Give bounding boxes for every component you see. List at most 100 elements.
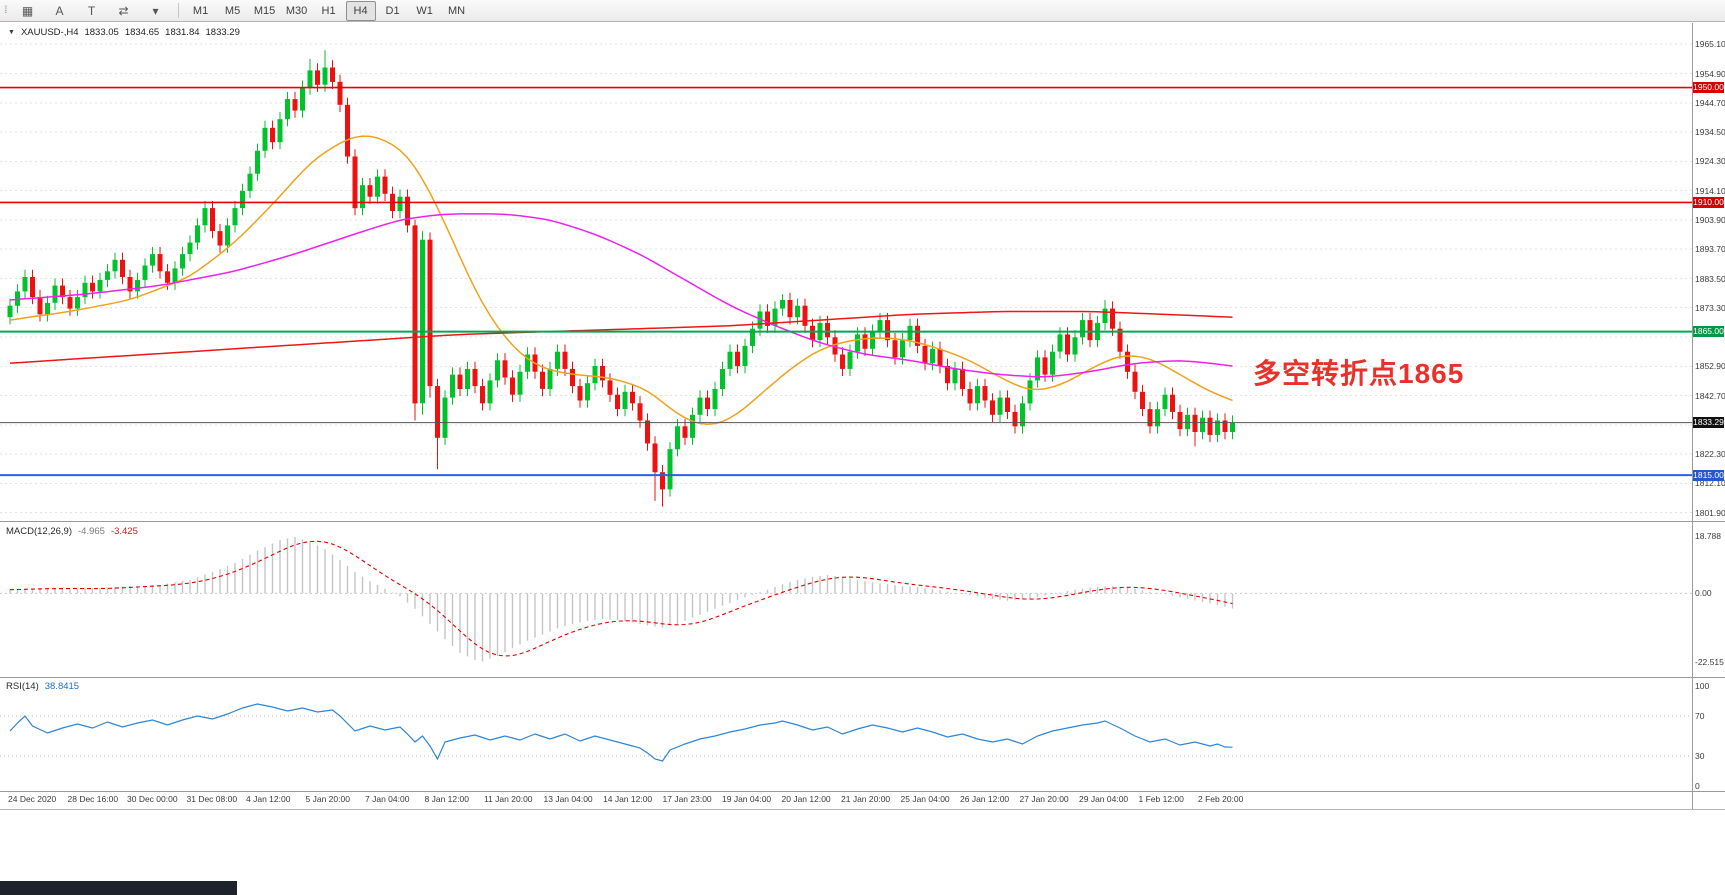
date-axis-label: 2 Feb 20:00 xyxy=(1198,794,1244,804)
timeframe-M15[interactable]: M15 xyxy=(253,4,276,17)
date-axis-label: 7 Jan 04:00 xyxy=(365,794,410,804)
date-axis-label: 31 Dec 08:00 xyxy=(186,794,238,804)
price-axis-label: 1903.90 xyxy=(1695,214,1725,225)
date-axis-label: 8 Jan 12:00 xyxy=(424,794,469,804)
symbol-marker-icon: ▼ xyxy=(8,29,15,36)
date-axis-label: 13 Jan 04:00 xyxy=(543,794,593,804)
macd-histogram xyxy=(9,537,1234,662)
text-annotation-icon[interactable]: A xyxy=(55,3,64,18)
ma-slow-line xyxy=(9,310,1233,364)
rsi-axis-label: 70 xyxy=(1695,711,1705,721)
timeframe-MN[interactable]: MN xyxy=(448,4,466,17)
macd-axis-label: -22.515 xyxy=(1695,657,1724,668)
close-value: 1833.29 xyxy=(205,27,240,38)
macd-axis-label: 18.788 xyxy=(1695,531,1721,542)
price-badge-1910.00: 1910.00 xyxy=(1693,196,1724,208)
rsi-axis-label: 100 xyxy=(1695,681,1710,691)
rsi-panel[interactable] xyxy=(0,678,1692,791)
symbol-name: XAUUSD-,H4 xyxy=(20,27,79,38)
price-axis-label: 1822.30 xyxy=(1695,449,1725,460)
date-axis-label: 28 Dec 16:00 xyxy=(67,794,119,804)
timeframe-W1[interactable]: W1 xyxy=(416,4,433,17)
low-value: 1831.84 xyxy=(165,27,200,38)
macd-label: MACD(12,26,9) -4.965 -3.425 xyxy=(6,526,138,537)
timeframe-toolbar: M1 M5 M15 M30 H1 H4 D1 W1 MN xyxy=(186,0,472,21)
price-axis-label: 1842.70 xyxy=(1695,390,1725,401)
date-axis-label: 20 Jan 12:00 xyxy=(781,794,831,804)
price-axis-label: 1944.70 xyxy=(1695,97,1725,108)
date-axis-label: 1 Feb 12:00 xyxy=(1138,794,1184,804)
date-axis-label: 19 Jan 04:00 xyxy=(722,794,772,804)
text-tool-icon[interactable]: T xyxy=(87,3,96,18)
timeframe-M1[interactable]: M1 xyxy=(192,4,209,17)
ohlc-readout: ▼ XAUUSD-,H4 1833.05 1834.65 1831.84 183… xyxy=(8,27,240,38)
price-axis-label: 1873.30 xyxy=(1695,302,1725,313)
panel-separator[interactable] xyxy=(0,677,1725,678)
price-badge-1815.00: 1815.00 xyxy=(1693,469,1724,481)
panel-separator[interactable] xyxy=(0,521,1725,522)
toolbar: ⁞⁞ ▦ A T ⇄ ▾ M1 M5 M15 M30 H1 H4 D1 W1 MN xyxy=(0,0,1725,22)
auto-scroll-icon[interactable]: ⇄ xyxy=(118,3,129,18)
macd-signal-value: -3.425 xyxy=(110,526,138,537)
toolbar-separator xyxy=(177,3,179,18)
macd-signal-line xyxy=(9,540,1233,657)
dropdown-caret-icon[interactable]: ▾ xyxy=(152,3,159,18)
candles-layer xyxy=(7,50,1235,507)
date-axis-label: 4 Jan 12:00 xyxy=(246,794,291,804)
date-axis-label: 27 Jan 20:00 xyxy=(1019,794,1069,804)
date-axis-label: 25 Jan 04:00 xyxy=(900,794,950,804)
rsi-axis-label: 0 xyxy=(1695,781,1700,791)
date-axis-label: 21 Jan 20:00 xyxy=(841,794,891,804)
date-axis-label: 17 Jan 23:00 xyxy=(662,794,712,804)
rsi-line xyxy=(9,703,1233,762)
toolbar-icons: ▦ A T ⇄ ▾ xyxy=(13,1,171,21)
price-axis-label: 1965.10 xyxy=(1695,39,1725,50)
price-grid-layer xyxy=(0,43,1692,514)
date-axis-label: 5 Jan 20:00 xyxy=(305,794,350,804)
price-axis-label: 1954.90 xyxy=(1695,68,1725,79)
current-price-badge: 1833.29 xyxy=(1693,417,1724,429)
panel-separator[interactable] xyxy=(0,791,1725,792)
high-value: 1834.65 xyxy=(124,27,160,38)
price-axis-label: 1883.50 xyxy=(1695,273,1725,284)
open-value: 1833.05 xyxy=(84,27,119,38)
timeframe-H1[interactable]: H1 xyxy=(321,4,336,17)
ma-fast-line xyxy=(9,135,1233,426)
price-badge-1865.00: 1865.00 xyxy=(1693,326,1724,338)
timeframe-H4[interactable]: H4 xyxy=(345,0,376,21)
timeframe-M30[interactable]: M30 xyxy=(285,4,308,17)
price-axis-label: 1934.50 xyxy=(1695,127,1725,138)
macd-title: MACD(12,26,9) xyxy=(6,526,72,537)
main-chart[interactable] xyxy=(0,23,1692,521)
chart-window-icon[interactable]: ▦ xyxy=(21,3,34,18)
date-axis-label: 11 Jan 20:00 xyxy=(484,794,533,804)
ma-mid-line xyxy=(9,213,1233,378)
price-axis-label: 1801.90 xyxy=(1695,507,1725,518)
date-axis-label: 30 Dec 00:00 xyxy=(127,794,178,804)
chart-annotation[interactable]: 多空转折点1865 xyxy=(1253,358,1465,389)
macd-axis-label: 0.00 xyxy=(1695,588,1712,599)
rsi-title: RSI(14) xyxy=(6,681,39,692)
macd-main-value: -4.965 xyxy=(78,526,105,537)
price-axis-border xyxy=(1692,23,1693,809)
macd-panel[interactable] xyxy=(0,522,1692,677)
timeframe-M5[interactable]: M5 xyxy=(224,4,241,17)
price-badge-1950.00: 1950.00 xyxy=(1693,82,1724,94)
price-axis-label: 1852.90 xyxy=(1695,361,1725,372)
date-axis-label: 29 Jan 04:00 xyxy=(1079,794,1129,804)
bottom-dark-strip xyxy=(0,881,237,895)
price-axis-label: 1924.30 xyxy=(1695,156,1725,167)
toolbar-grip[interactable]: ⁞⁞ xyxy=(4,5,7,16)
date-axis-label: 26 Jan 12:00 xyxy=(960,794,1010,804)
price-axis-label: 1893.70 xyxy=(1695,244,1725,255)
rsi-label: RSI(14) 38.8415 xyxy=(6,681,79,692)
timeframe-D1[interactable]: D1 xyxy=(385,4,400,17)
date-axis-label: 14 Jan 12:00 xyxy=(603,794,653,804)
chart-bottom-border xyxy=(0,809,1725,810)
price-axis-label: 1914.10 xyxy=(1695,185,1725,196)
date-axis-label: 24 Dec 2020 xyxy=(8,794,57,804)
price-axis-label: 1812.10 xyxy=(1695,478,1725,489)
rsi-value: 38.8415 xyxy=(44,681,80,692)
rsi-axis-label: 30 xyxy=(1695,751,1705,761)
